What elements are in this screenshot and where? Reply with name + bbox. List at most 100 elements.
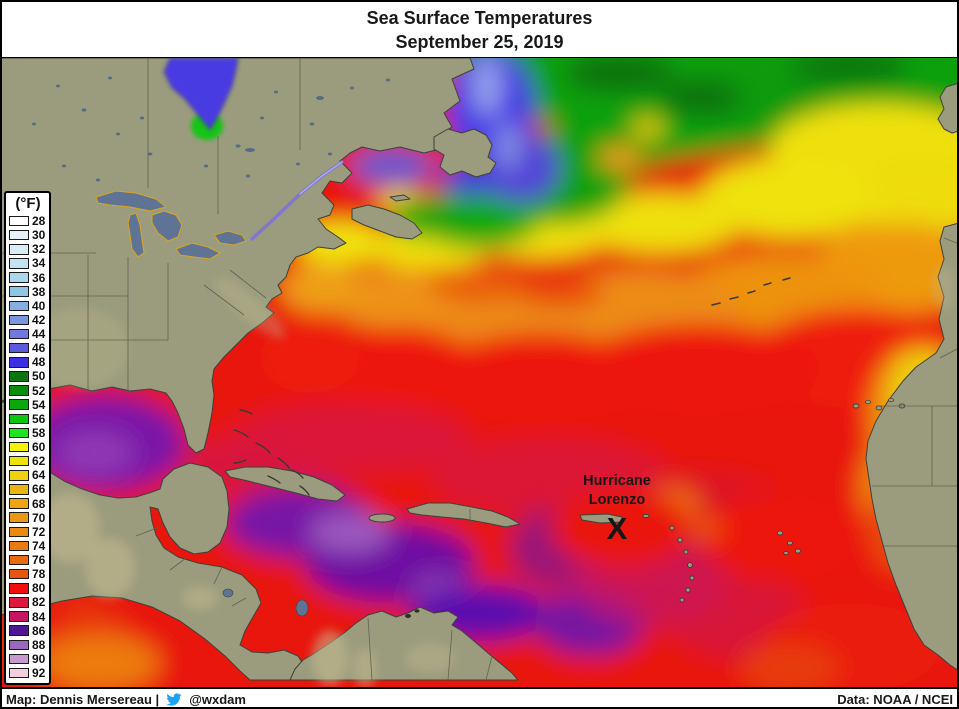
hudson-bay: [163, 58, 239, 131]
legend-swatch: [9, 653, 29, 665]
trinidad-tobago: [405, 609, 420, 618]
political-borders: [0, 58, 959, 681]
jamaica: [368, 513, 396, 523]
legend-entry: 56: [9, 412, 47, 426]
legend-swatch: [9, 342, 29, 354]
legend-value: 86: [32, 623, 46, 638]
map-date: September 25, 2019: [395, 32, 564, 52]
central-america-landmass: [0, 400, 306, 681]
legend-entry: 90: [9, 652, 47, 666]
attribution-bar: Map: Dennis Mersereau | @wxdam Data: NOA…: [0, 687, 959, 709]
legend-swatch: [9, 484, 29, 495]
legend-swatch: [9, 328, 29, 340]
legend-value: 88: [32, 637, 46, 652]
lake-superior: [95, 190, 167, 212]
legend-entry: 50: [9, 369, 47, 383]
legend-value: 28: [32, 214, 46, 229]
legend-value: 54: [32, 397, 46, 412]
legend-value: 74: [32, 538, 46, 553]
legend-value: 82: [32, 595, 46, 610]
legend-value: 34: [32, 256, 46, 271]
hispaniola: [406, 502, 521, 528]
legend-value: 42: [32, 312, 46, 327]
legend-value: 46: [32, 341, 46, 356]
iberia-coast: [937, 82, 959, 134]
legend-value: 52: [32, 383, 46, 398]
map-canvas: Hurricane Lorenzo X (°F) 28 30 32 34 36 38 40 4…: [0, 57, 959, 687]
lake-ontario: [213, 230, 247, 246]
legend-swatch: [9, 244, 29, 255]
map-svg: Hurricane Lorenzo X: [0, 58, 959, 687]
terrain-relief: [30, 266, 956, 687]
legend-entry: 36: [9, 271, 47, 285]
azores: [711, 277, 791, 306]
legend-value: 60: [32, 440, 46, 455]
legend-entry: 70: [9, 511, 47, 525]
legend-swatch: [9, 314, 29, 326]
legend-swatch: [9, 371, 29, 382]
twitter-handle: @wxdam: [189, 691, 246, 707]
legend-swatch: [9, 611, 29, 622]
legend-value: 32: [32, 242, 46, 257]
legend-swatch: [9, 286, 29, 297]
legend-swatch: [9, 455, 29, 467]
hurricane-annotation: Hurricane Lorenzo X: [583, 473, 651, 546]
lake-michigan: [127, 212, 145, 258]
legend-entry: 30: [9, 228, 47, 242]
legend-entry: 42: [9, 313, 47, 327]
legend-entry: 92: [9, 666, 47, 680]
lake-erie: [175, 242, 221, 260]
legend-entry: 38: [9, 285, 47, 299]
puerto-rico: [579, 513, 625, 524]
legend-entry: 52: [9, 384, 47, 398]
legend-value: 36: [32, 270, 46, 285]
legend-entry: 44: [9, 327, 47, 341]
legend-swatch: [9, 583, 29, 594]
legend-entry: 76: [9, 553, 47, 567]
legend-value: 92: [32, 666, 46, 681]
bahamas: [233, 409, 310, 496]
legend-swatch: [9, 667, 29, 679]
legend-value: 90: [32, 651, 46, 666]
legend-swatch: [9, 470, 29, 481]
legend-swatch: [9, 512, 29, 523]
legend-value: 62: [32, 454, 46, 469]
legend-swatch: [9, 272, 29, 283]
legend-swatch: [9, 526, 29, 538]
temperature-legend: (°F) 28 30 32 34 36 38 40 42 44 46 48 50 52 54 56 58 60 6…: [4, 191, 51, 685]
hurricane-label-line2: Lorenzo: [589, 492, 646, 508]
legend-entry: 88: [9, 638, 47, 652]
legend-entry: 34: [9, 256, 47, 270]
newfoundland: [433, 128, 497, 178]
legend-scale: 28 30 32 34 36 38 40 42 44 46 48 50 52 54 56 58 60 62 64 66…: [9, 214, 47, 680]
legend-value: 58: [32, 425, 46, 440]
legend-value: 72: [32, 524, 46, 539]
legend-value: 66: [32, 482, 46, 497]
legend-entry: 28: [9, 214, 47, 228]
lake-nicaragua: [222, 588, 234, 598]
great-lakes: [95, 190, 247, 260]
legend-value: 80: [32, 581, 46, 596]
virgin-islands: [642, 513, 650, 519]
cuba: [224, 466, 346, 502]
map-credit: Map: Dennis Mersereau |: [6, 691, 160, 707]
legend-entry: 40: [9, 299, 47, 313]
legend-entry: 72: [9, 525, 47, 539]
legend-entry: 84: [9, 610, 47, 624]
legend-entry: 78: [9, 567, 47, 581]
lake-huron: [151, 210, 183, 242]
legend-entry: 74: [9, 539, 47, 553]
legend-swatch: [9, 229, 29, 241]
legend-swatch: [9, 385, 29, 396]
legend-value: 30: [32, 228, 46, 243]
cape-verde: [777, 530, 801, 555]
legend-entry: 86: [9, 624, 47, 638]
legend-value: 40: [32, 298, 46, 313]
legend-swatch: [9, 568, 29, 580]
data-source: Data: NOAA / NCEI: [837, 691, 953, 707]
hurricane-x-marker: X: [607, 511, 628, 546]
title-bar: Sea Surface Temperatures September 25, 2…: [0, 0, 959, 57]
legend-swatch: [9, 413, 29, 425]
legend-value: 76: [32, 553, 46, 568]
